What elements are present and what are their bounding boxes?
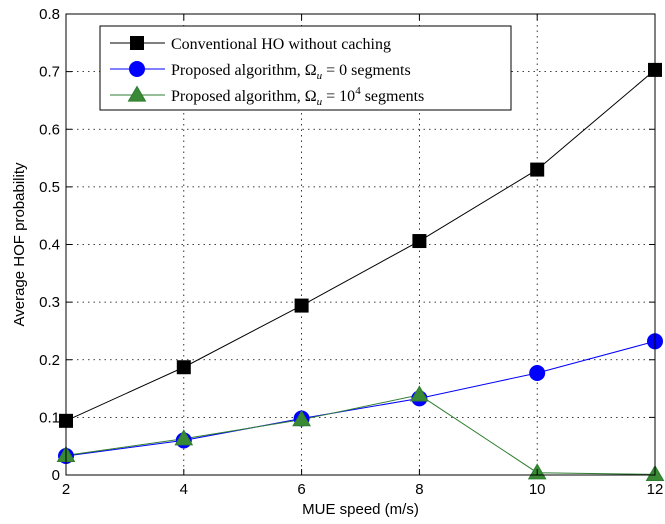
y-tick-label: 0.4 xyxy=(39,237,60,254)
legend-box xyxy=(99,25,512,111)
legend: Conventional HO without caching Proposed … xyxy=(99,25,512,111)
y-tick-label: 0.6 xyxy=(39,121,60,138)
data-point-square xyxy=(530,162,545,177)
legend-label-value: = 0 segments xyxy=(322,62,411,79)
data-point-triangle xyxy=(292,410,311,427)
y-tick-label: 0.2 xyxy=(39,352,60,369)
legend-subscript: u xyxy=(317,70,323,82)
x-tick-label: 10 xyxy=(529,481,546,498)
series-line-2 xyxy=(65,340,656,457)
legend-symbol-omega: Ω xyxy=(305,62,317,79)
legend-label: Proposed algorithm, xyxy=(171,88,305,105)
data-point-circle xyxy=(529,365,546,382)
y-tick-label: 0.7 xyxy=(39,64,60,81)
legend-marker-circle xyxy=(129,61,145,77)
legend-marker-square xyxy=(130,36,144,50)
y-tick-labels: 0 0.1 0.2 0.3 0.4 0.5 0.6 0.7 0.8 xyxy=(39,6,60,484)
data-point-triangle xyxy=(410,385,429,402)
x-axis-label: MUE speed (m/s) xyxy=(302,501,419,518)
x-tick-label: 2 xyxy=(62,481,70,498)
y-tick-label: 0.8 xyxy=(39,6,60,23)
y-axis-label: Average HOF probability xyxy=(11,162,28,326)
data-point-square xyxy=(294,298,309,313)
y-tick-label: 0.3 xyxy=(39,294,60,311)
legend-entry-2: Proposed algorithm, Ωu = 0 segments xyxy=(171,62,411,82)
x-tick-label: 12 xyxy=(647,481,664,498)
x-tick-labels: 2 4 6 8 10 12 xyxy=(62,481,664,498)
series-line-3 xyxy=(65,394,656,475)
legend-marker-triangle xyxy=(127,85,147,102)
x-tick-label: 8 xyxy=(415,481,423,498)
series-markers xyxy=(56,62,665,482)
legend-label-value: = 10 xyxy=(322,88,355,105)
data-point-square xyxy=(176,360,191,375)
x-tick-label: 4 xyxy=(180,481,188,498)
axis-ticks xyxy=(65,13,656,476)
legend-label: Proposed algorithm, xyxy=(171,62,305,79)
y-tick-label: 0 xyxy=(52,467,60,484)
data-point-square xyxy=(412,234,427,249)
series-line-1 xyxy=(65,69,656,422)
y-tick-label: 0.5 xyxy=(39,179,60,196)
legend-entry-3: Proposed algorithm, Ωu = 104 segments xyxy=(171,85,424,108)
legend-label: Conventional HO without caching xyxy=(171,36,391,53)
series-lines xyxy=(65,69,656,475)
data-point-triangle xyxy=(174,429,194,446)
legend-entry-1: Conventional HO without caching xyxy=(171,36,391,53)
legend-symbol-omega: Ω xyxy=(305,88,317,105)
legend-subscript: u xyxy=(317,96,323,108)
x-tick-label: 6 xyxy=(297,481,305,498)
y-tick-label: 0.1 xyxy=(39,409,60,426)
legend-superscript: 4 xyxy=(355,85,361,97)
legend-label-suffix: segments xyxy=(361,88,425,105)
